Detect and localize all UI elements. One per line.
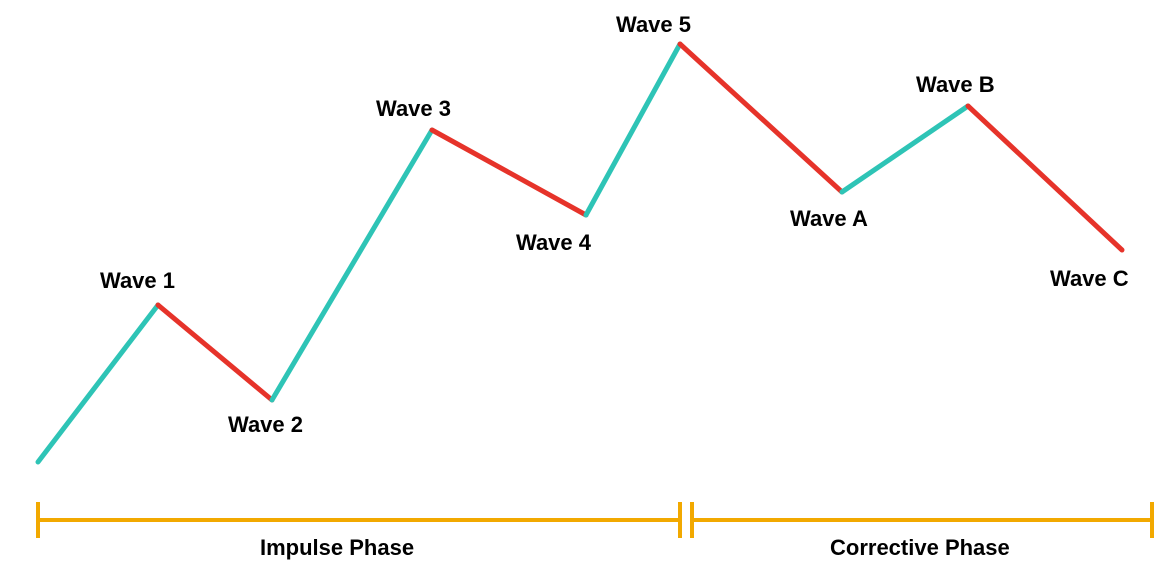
phase-label-impulse: Impulse Phase	[260, 535, 414, 560]
label-waveC: Wave C	[1050, 266, 1129, 291]
label-wave1: Wave 1	[100, 268, 175, 293]
wave-segment-wave4-wave5	[586, 44, 680, 215]
label-waveB: Wave B	[916, 72, 995, 97]
wave-segment-wave3-wave4	[432, 130, 586, 215]
phase-labels: Impulse Phase Corrective Phase	[260, 535, 1010, 560]
wave-labels: Wave 1 Wave 2 Wave 3 Wave 4 Wave 5 Wave A Wave…	[100, 12, 1129, 437]
wave-segment-wave5-waveA	[680, 44, 842, 192]
wave-segment-start-wave1	[38, 305, 158, 462]
label-wave4: Wave 4	[516, 230, 592, 255]
wave-segment-wave1-wave2	[158, 305, 272, 400]
phase-brackets	[38, 502, 1152, 538]
label-waveA: Wave A	[790, 206, 868, 231]
label-wave5: Wave 5	[616, 12, 691, 37]
wave-segment-wave2-wave3	[272, 130, 432, 400]
label-wave3: Wave 3	[376, 96, 451, 121]
wave-segment-waveB-waveC	[968, 106, 1122, 250]
phase-label-corrective: Corrective Phase	[830, 535, 1010, 560]
label-wave2: Wave 2	[228, 412, 303, 437]
wave-segment-waveA-waveB	[842, 106, 968, 192]
elliott-wave-diagram: Wave 1 Wave 2 Wave 3 Wave 4 Wave 5 Wave A Wave…	[0, 0, 1176, 583]
